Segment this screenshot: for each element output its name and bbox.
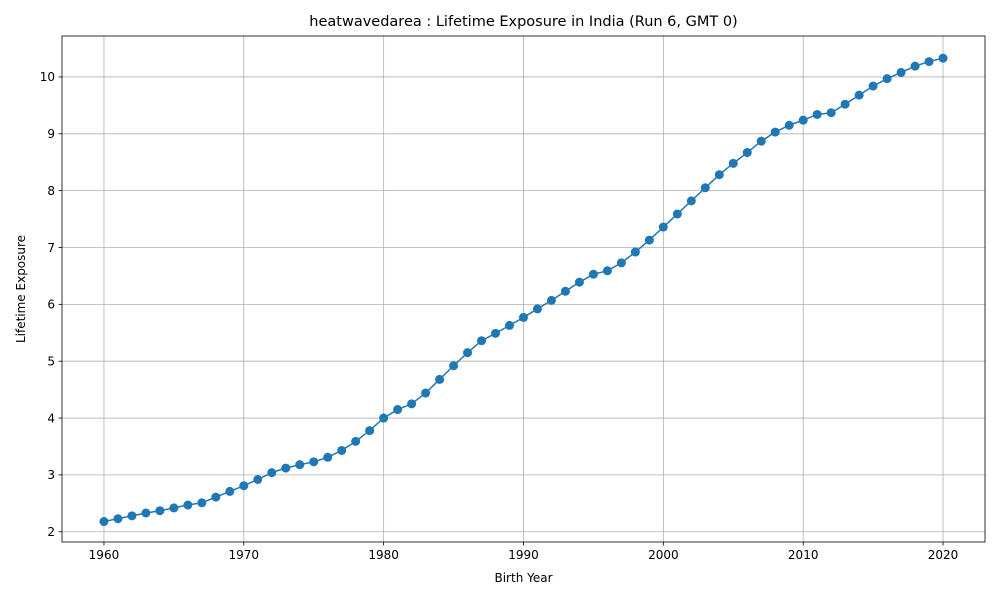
data-point xyxy=(896,67,906,77)
data-point xyxy=(239,481,249,491)
data-point xyxy=(756,136,766,146)
data-point xyxy=(770,127,780,137)
chart-title: heatwavedarea : Lifetime Exposure in Ind… xyxy=(309,14,737,30)
data-point xyxy=(924,57,934,67)
data-point xyxy=(491,328,501,338)
data-point xyxy=(826,108,836,118)
data-point xyxy=(225,486,235,496)
y-tick-label: 9 xyxy=(47,127,55,141)
axis-ticks: 1960 1970 1980 1990 2000 2010 2020 2 3 4 5 6 7 8 9 10 xyxy=(40,70,959,562)
data-point xyxy=(910,61,920,71)
data-point xyxy=(519,312,528,322)
data-point xyxy=(798,115,808,125)
data-point xyxy=(463,348,473,358)
x-tick-label: 1970 xyxy=(229,548,260,562)
data-point xyxy=(560,286,570,296)
data-point xyxy=(938,53,948,63)
data-point xyxy=(267,468,277,478)
data-point xyxy=(295,460,305,470)
data-point xyxy=(672,209,682,219)
y-tick-label: 6 xyxy=(47,298,55,312)
y-axis-label: Lifetime Exposure xyxy=(14,235,28,343)
data-point xyxy=(742,148,752,158)
data-point xyxy=(169,503,179,513)
data-point xyxy=(323,452,333,462)
x-tick-label: 2000 xyxy=(648,548,679,562)
data-point xyxy=(99,517,109,527)
data-point xyxy=(588,269,598,279)
data-point xyxy=(113,514,123,524)
data-point xyxy=(253,474,263,484)
data-point xyxy=(183,500,193,510)
x-tick-label: 1980 xyxy=(368,548,399,562)
data-point xyxy=(602,266,612,276)
data-point xyxy=(658,222,668,232)
data-point xyxy=(840,99,850,109)
data-point xyxy=(421,388,431,398)
data-point xyxy=(477,336,487,346)
series-markers xyxy=(99,53,948,527)
y-tick-label: 8 xyxy=(47,184,55,198)
x-tick-label: 2010 xyxy=(788,548,819,562)
y-tick-label: 4 xyxy=(47,411,55,425)
y-tick-label: 7 xyxy=(47,241,55,255)
data-point xyxy=(435,374,445,384)
data-point xyxy=(337,445,347,455)
data-point xyxy=(616,258,626,268)
data-point xyxy=(155,506,165,516)
data-point xyxy=(784,120,794,130)
y-tick-label: 2 xyxy=(47,525,55,539)
data-point xyxy=(630,247,640,257)
y-tick-label: 5 xyxy=(47,355,55,369)
data-point xyxy=(211,492,221,502)
y-tick-label: 3 xyxy=(47,468,55,482)
data-point xyxy=(700,183,710,193)
data-point xyxy=(379,413,389,423)
data-point xyxy=(532,304,542,314)
data-point xyxy=(868,81,878,91)
data-point xyxy=(281,463,291,473)
data-point xyxy=(854,90,864,100)
data-point xyxy=(393,405,403,415)
data-point xyxy=(197,498,207,508)
x-tick-label: 1990 xyxy=(508,548,539,562)
x-tick-label: 1960 xyxy=(89,548,120,562)
data-point xyxy=(686,196,696,206)
x-tick-label: 2020 xyxy=(928,548,959,562)
data-point xyxy=(714,170,724,180)
data-point xyxy=(574,277,584,287)
data-point xyxy=(407,399,417,409)
y-tick-label: 10 xyxy=(40,70,55,84)
data-point xyxy=(365,426,375,436)
data-point xyxy=(812,109,822,119)
data-point xyxy=(351,436,361,446)
data-point xyxy=(546,295,556,305)
data-point xyxy=(728,158,738,168)
data-point xyxy=(882,74,892,84)
data-point xyxy=(644,235,654,245)
data-point xyxy=(127,511,137,521)
data-point xyxy=(141,508,151,518)
data-point xyxy=(505,320,515,330)
data-point xyxy=(449,361,459,371)
x-axis-label: Birth Year xyxy=(494,571,552,585)
data-point xyxy=(309,457,319,467)
